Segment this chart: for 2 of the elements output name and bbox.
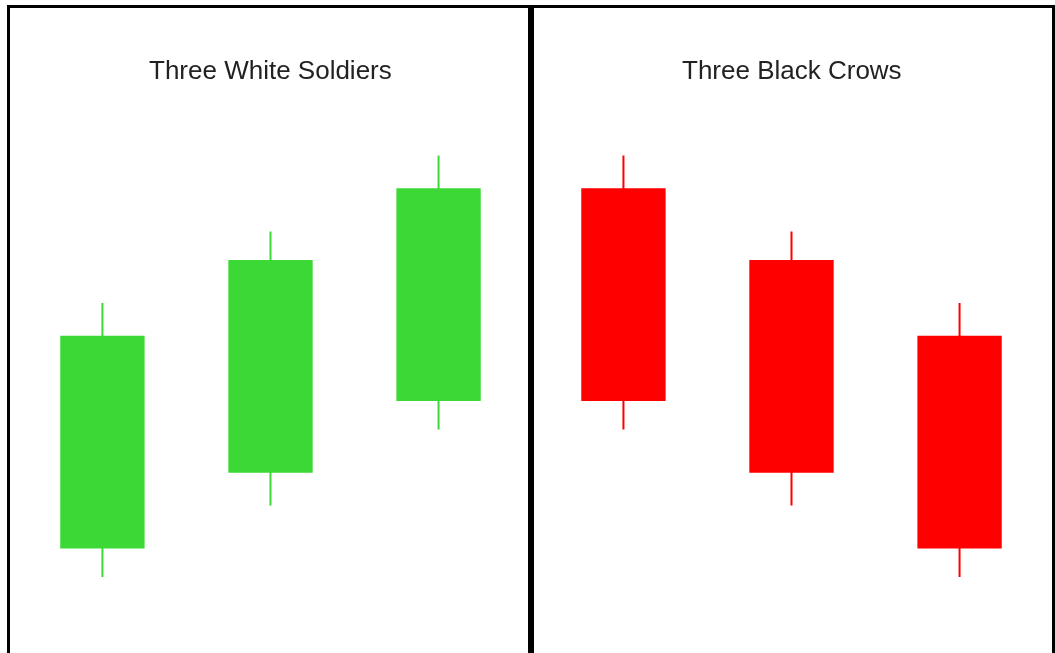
chart-title: Three Black Crows <box>682 55 902 85</box>
chart-title: Three White Soldiers <box>149 55 392 85</box>
